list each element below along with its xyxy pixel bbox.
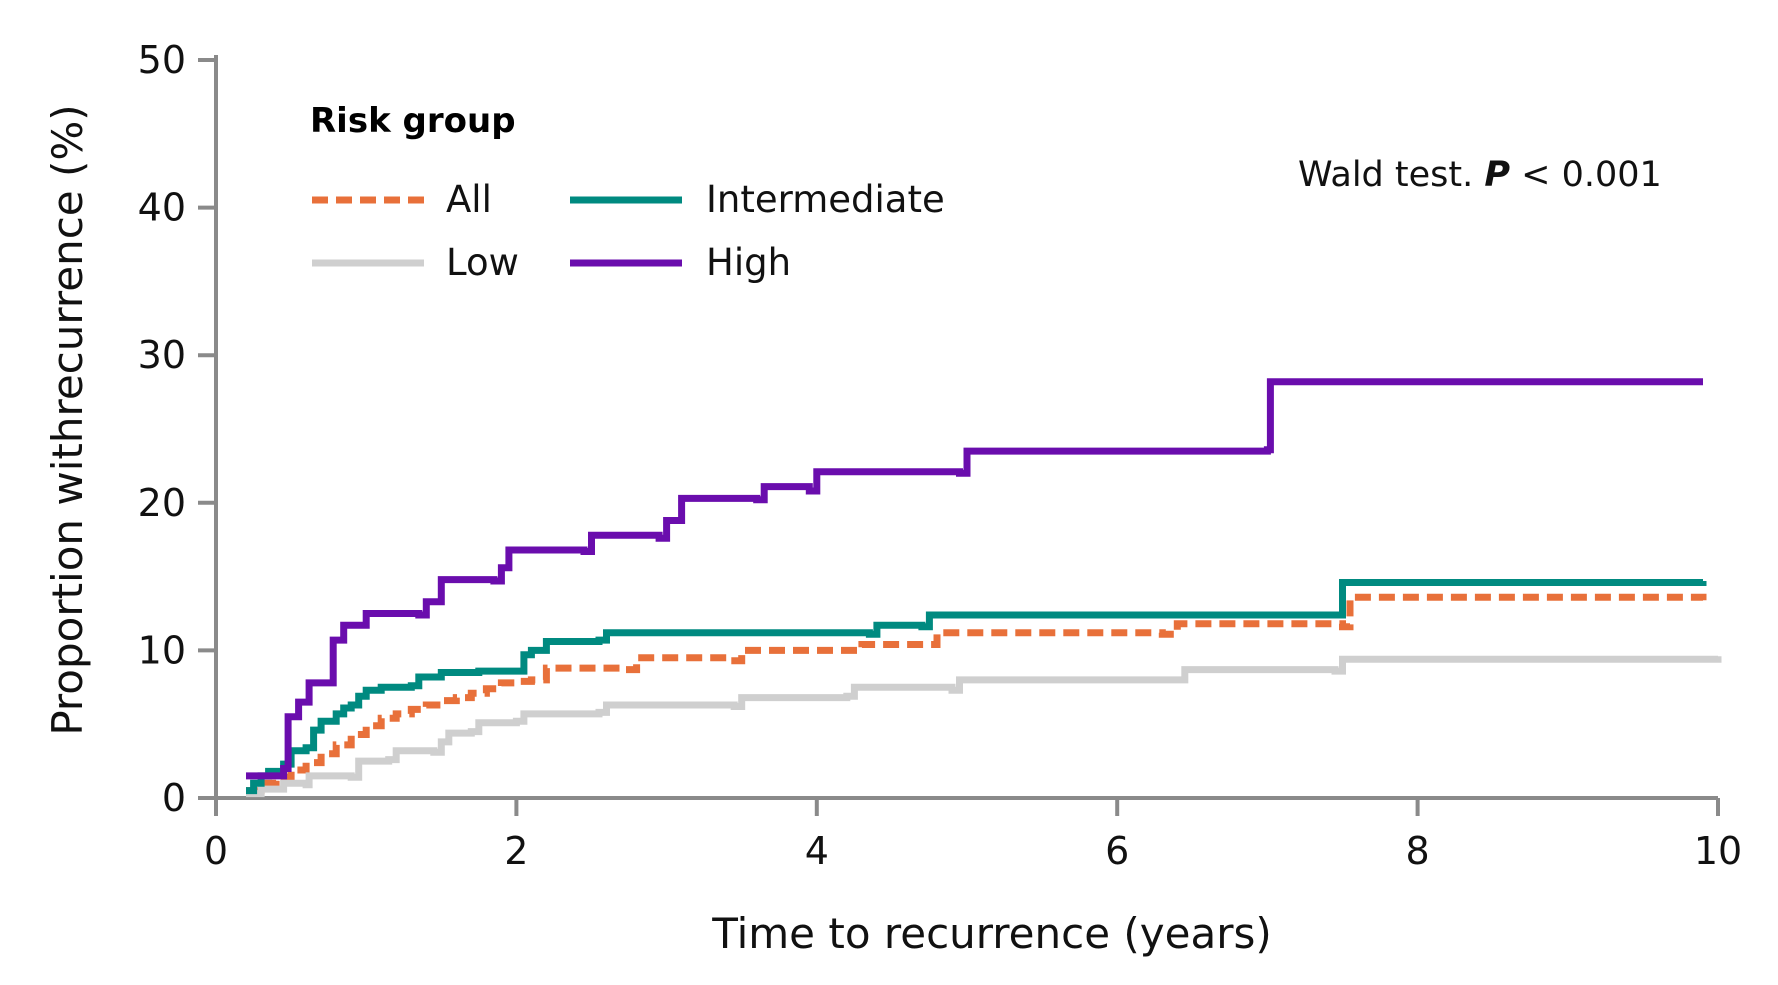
legend-label-low: Low	[446, 241, 519, 284]
x-tick-label: 10	[1694, 829, 1742, 873]
annotation-suffix: < 0.001	[1510, 155, 1662, 195]
x-axis-title: Time to recurrence (years)	[711, 909, 1272, 958]
y-tick-label: 20	[138, 481, 186, 525]
axes	[214, 55, 1718, 800]
annotation-p-symbol: P	[1484, 155, 1510, 195]
legend-label-high: High	[706, 241, 791, 284]
x-ticks: 0 2 4 6 8 10	[204, 798, 1742, 873]
y-tick-label: 50	[138, 38, 186, 82]
y-tick-label: 0	[162, 776, 186, 820]
legend-label-all: All	[446, 178, 492, 221]
legend-label-intermediate: Intermediate	[706, 178, 945, 221]
y-axis-title: Proportion withrecurrence (%)	[43, 104, 92, 735]
y-ticks: 0 10 20 30 40 50	[138, 38, 216, 820]
annotation-prefix: Wald test.	[1298, 155, 1484, 195]
legend: Risk group All Low Intermediate High	[310, 101, 945, 284]
series-line-all	[246, 593, 1707, 795]
x-tick-label: 6	[1105, 829, 1129, 873]
y-tick-label: 40	[138, 186, 186, 230]
x-tick-label: 8	[1406, 829, 1430, 873]
x-tick-label: 4	[805, 829, 829, 873]
x-tick-label: 2	[504, 829, 528, 873]
series-line-low	[246, 655, 1722, 798]
y-tick-label: 10	[138, 628, 186, 672]
series-group	[246, 378, 1722, 798]
y-tick-label: 30	[138, 333, 186, 377]
x-tick-label: 0	[204, 829, 228, 873]
wald-test-annotation: Wald test. P < 0.001	[1298, 155, 1662, 195]
series-line-high	[246, 378, 1703, 780]
legend-title: Risk group	[310, 101, 516, 141]
series-line-intermediate	[246, 579, 1707, 795]
